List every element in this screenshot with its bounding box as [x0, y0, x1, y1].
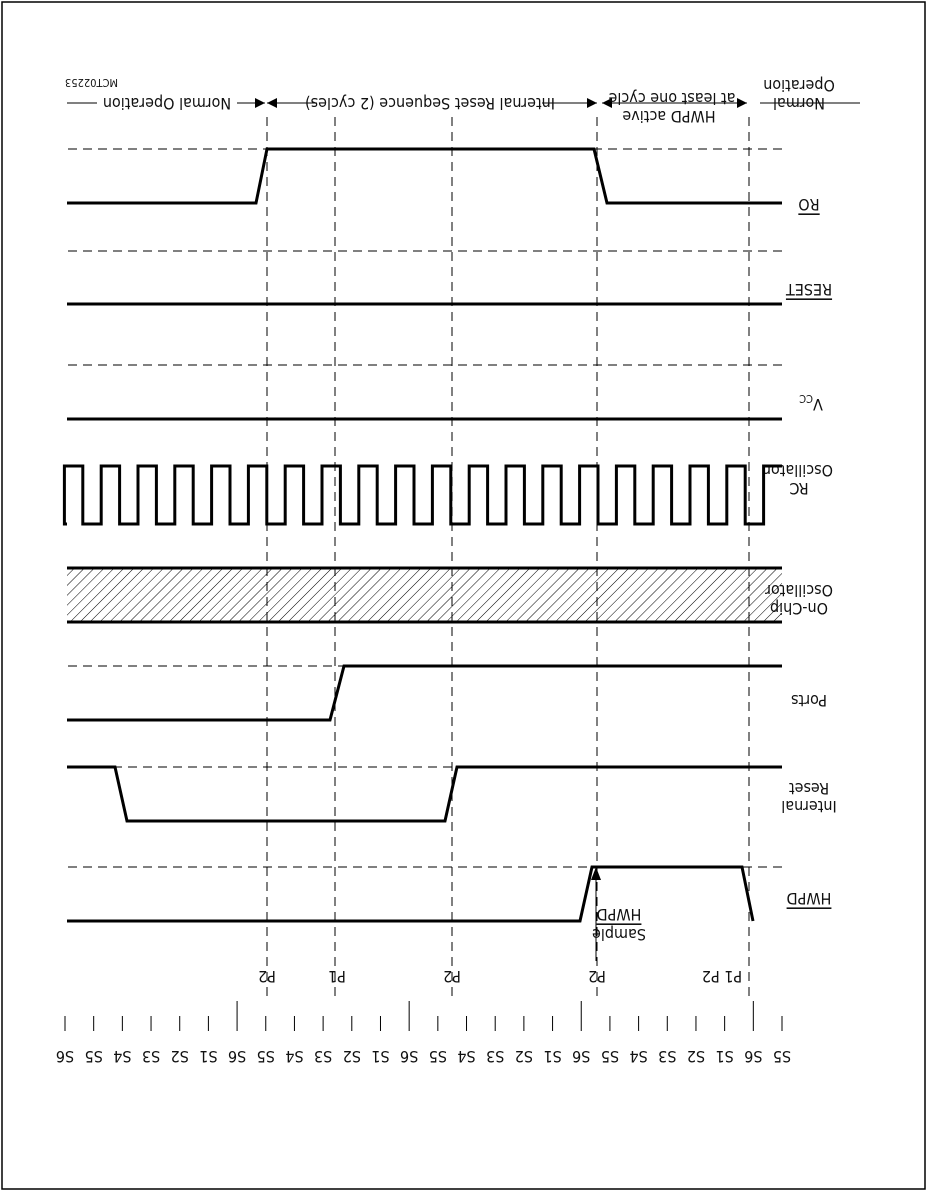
phase-at-least-one-cycle: at least one cycle — [608, 89, 735, 108]
state-label: S4 — [457, 1047, 475, 1066]
signal-label-ro: RO — [798, 195, 819, 214]
phase-marker-p2-a: P2 — [588, 967, 606, 986]
phase-hwpd-active: HWPD active — [622, 107, 715, 126]
state-label: S6 — [744, 1047, 762, 1066]
state-label: S1 — [543, 1047, 561, 1066]
waveform-onchip-oscillator — [67, 566, 782, 624]
state-label: S4 — [113, 1047, 131, 1066]
arrowhead-left-3 — [255, 98, 265, 108]
state-label: S1 — [371, 1047, 389, 1066]
signal-label-vcc: VCC — [799, 392, 823, 414]
state-label: S2 — [171, 1047, 189, 1066]
waveform-ro — [67, 147, 782, 205]
phase-marker-p2-b: P2 — [443, 967, 461, 986]
state-label: S6 — [228, 1047, 246, 1066]
state-label: S3 — [142, 1047, 160, 1066]
state-label: S5 — [85, 1047, 103, 1066]
phase-normal-left: Normal Operation — [103, 94, 231, 113]
state-label: S5 — [257, 1047, 275, 1066]
waveform-ports — [67, 664, 782, 722]
state-label: S2 — [343, 1047, 361, 1066]
arrowhead-right-2 — [267, 98, 277, 108]
signal-label-rc-line2: Oscillator — [765, 461, 833, 480]
sample-arrowhead — [591, 867, 601, 880]
diagram-id: MCT02253 — [65, 76, 118, 89]
state-label: S3 — [314, 1047, 332, 1066]
state-label: S5 — [773, 1047, 791, 1066]
reference-lines — [266, 111, 750, 996]
phase-header: Normal Operation HWPD active at least on… — [67, 76, 860, 126]
signal-label-onchip-line1: On-Chip — [770, 599, 828, 618]
phase-internal-reset: Internal Reset Sequence (2 cycles) — [305, 94, 555, 113]
state-label: S2 — [687, 1047, 705, 1066]
state-label: S4 — [285, 1047, 303, 1066]
state-axis: S5 S6 S1 S2 S3 S4 S5 S6 S1 S2 S3 S4 S5 S6 S1 S2 S3 S4 S5 S6… — [56, 1001, 791, 1066]
waveform-hwpd — [67, 865, 755, 923]
signal-label-reset: RESET — [786, 280, 832, 299]
state-label: S6 — [572, 1047, 590, 1066]
arrowhead-left-2 — [587, 98, 597, 108]
state-label: S5 — [429, 1047, 447, 1066]
signal-label-hwpd: HWPD — [787, 889, 832, 908]
signal-label-internal-reset-line2: Reset — [789, 779, 830, 798]
phase-marker-p1: P1 — [328, 967, 346, 986]
sample-hwpd-label: HWPD — [597, 905, 642, 924]
state-label: S6 — [56, 1047, 74, 1066]
state-label: S5 — [601, 1047, 619, 1066]
waveform-internal-reset — [67, 765, 782, 823]
state-label: S4 — [629, 1047, 647, 1066]
state-label: S3 — [486, 1047, 504, 1066]
state-label: S2 — [515, 1047, 533, 1066]
phase-normal-left-mask — [97, 93, 237, 115]
state-label: S6 — [400, 1047, 418, 1066]
waveform-rc-oscillator — [62, 464, 782, 526]
signal-label-internal-reset-line1: Internal — [781, 797, 836, 816]
phase-reset-mask — [317, 93, 542, 115]
arrowhead-right-1 — [602, 98, 612, 108]
sample-label: Sample — [592, 925, 646, 944]
state-label: S3 — [658, 1047, 676, 1066]
arrowhead-left-1 — [737, 98, 747, 108]
phase-normal-right-line2: Operation — [763, 76, 835, 95]
phase-normal-right-line1: Normal — [773, 94, 825, 113]
signal-label-ports: Ports — [791, 691, 827, 710]
state-label: S1 — [715, 1047, 733, 1066]
state-label: S1 — [199, 1047, 217, 1066]
signal-label-rc-line1: RC — [789, 479, 808, 498]
phase-marker-p2-c: P2 — [258, 967, 276, 986]
phase-marker-p1p2: P1 P2 — [702, 967, 742, 986]
